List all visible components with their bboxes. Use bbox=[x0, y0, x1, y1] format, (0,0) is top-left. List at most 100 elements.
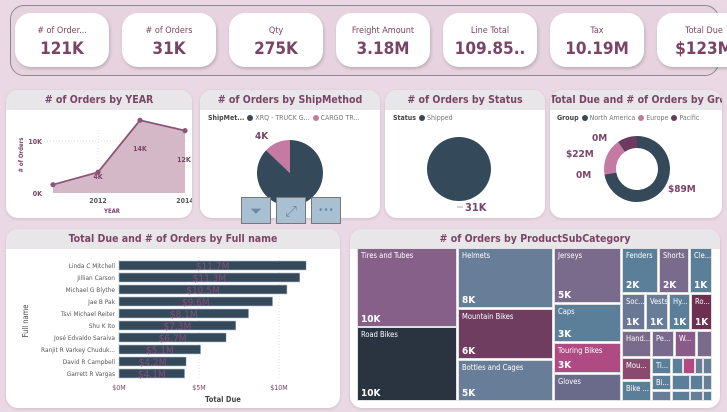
legend-item[interactable]: Shipped bbox=[427, 114, 453, 122]
bar[interactable] bbox=[118, 308, 249, 319]
treemap-tile-small[interactable] bbox=[672, 375, 690, 390]
orders-by-year-panel[interactable]: # of Orders by YEAR 4K 14K 12K 0K 10K 2012 201… bbox=[6, 90, 192, 218]
tile-value: 3K bbox=[558, 329, 572, 340]
legend-dot bbox=[638, 115, 645, 121]
treemap-tile[interactable]: Pe... bbox=[652, 331, 674, 357]
tile-label: Bi... bbox=[656, 378, 669, 387]
bar[interactable] bbox=[118, 284, 288, 295]
pie-slice-cargo[interactable] bbox=[266, 140, 290, 173]
kpi-card[interactable]: Total Due $123M bbox=[657, 13, 727, 67]
kpi-value: 275K bbox=[254, 39, 298, 59]
data-label: $8.1M bbox=[170, 310, 198, 321]
treemap-tile[interactable]: Caps 3K bbox=[554, 304, 621, 342]
tile-label: Road Bikes bbox=[361, 330, 398, 339]
legend-item[interactable]: Europe bbox=[646, 114, 669, 122]
treemap-tile-small[interactable] bbox=[703, 391, 712, 401]
tile-value: 2K bbox=[663, 280, 677, 291]
legend-item[interactable]: CARGO TR... bbox=[320, 114, 360, 122]
tile-label: Gloves bbox=[558, 377, 581, 386]
treemap-tile[interactable]: W... bbox=[675, 331, 696, 357]
kpi-card[interactable]: Tax 10.19M bbox=[550, 13, 644, 67]
bar[interactable] bbox=[118, 272, 301, 283]
treemap-tile-small[interactable] bbox=[672, 391, 690, 401]
bar[interactable] bbox=[118, 356, 187, 367]
donut-slice-pacific[interactable] bbox=[618, 136, 637, 152]
orders-by-subcategory-panel[interactable]: # of Orders by ProductSubCategory Tires … bbox=[350, 229, 720, 408]
treemap-tile-small[interactable] bbox=[690, 391, 703, 401]
panel-title: # of Orders by ProductSubCategory bbox=[350, 229, 720, 249]
data-label: $4.1M bbox=[138, 370, 166, 381]
data-point[interactable] bbox=[137, 117, 143, 123]
treemap-tile[interactable]: Cle... 1K bbox=[690, 248, 712, 293]
legend-dot bbox=[247, 115, 254, 121]
bar[interactable] bbox=[118, 332, 227, 343]
tile-label: Hy... bbox=[673, 297, 688, 306]
treemap-tile-small[interactable] bbox=[652, 391, 671, 401]
kpi-card[interactable]: Freight Amount 3.18M bbox=[336, 13, 430, 67]
treemap-tile[interactable]: Fenders 2K bbox=[622, 248, 658, 293]
treemap-tile[interactable]: Jerseys 5K bbox=[554, 248, 621, 303]
kpi-card[interactable]: Qty 275K bbox=[229, 13, 323, 67]
treemap-tile[interactable]: Tires and Tubes 10K bbox=[357, 248, 457, 327]
tile-label: Bottles and Cages bbox=[462, 363, 524, 372]
more-options-button[interactable]: ••• bbox=[311, 197, 341, 224]
totaldue-by-fullname-panel[interactable]: Total Due and # of Orders by Full name $… bbox=[6, 229, 340, 408]
treemap-tile[interactable]: Vests 1K bbox=[646, 294, 668, 330]
treemap-tile-small[interactable] bbox=[683, 358, 695, 374]
donut-slice-north-america[interactable] bbox=[604, 136, 670, 202]
category-label: Jae B Pak bbox=[87, 298, 115, 306]
data-point[interactable] bbox=[182, 128, 188, 134]
donut-slice-europe[interactable] bbox=[604, 142, 625, 175]
kpi-card[interactable]: # of Order... 121K bbox=[15, 13, 109, 67]
bar[interactable] bbox=[118, 320, 237, 331]
treemap-tile[interactable]: Bottles and Cages 5K bbox=[458, 360, 553, 401]
legend-item[interactable]: XRQ - TRUCK G... bbox=[255, 114, 310, 122]
tile-label: Bike ... bbox=[626, 384, 649, 393]
treemap-tile[interactable] bbox=[697, 331, 712, 357]
treemap-tile-small[interactable] bbox=[672, 358, 683, 374]
treemap-tile[interactable]: Road Bikes 10K bbox=[357, 327, 457, 401]
totaldue-by-group-panel[interactable]: Total Due and # of Orders by Group Group… bbox=[550, 90, 722, 218]
focus-mode-button[interactable]: ⤢ bbox=[276, 197, 306, 224]
treemap-tile[interactable]: Ro... 1K bbox=[691, 294, 712, 330]
treemap-tile[interactable]: Ti... bbox=[652, 358, 671, 374]
bar[interactable] bbox=[118, 296, 273, 307]
data-point[interactable] bbox=[95, 169, 101, 175]
treemap-tile[interactable]: Bike ... bbox=[622, 381, 651, 401]
legend-item[interactable]: Pacific bbox=[679, 114, 700, 122]
bar[interactable] bbox=[118, 260, 307, 271]
treemap-tile[interactable]: Mou... bbox=[622, 358, 651, 380]
treemap-tile-small[interactable] bbox=[703, 358, 712, 374]
treemap-tile[interactable]: Soc... 1K bbox=[622, 294, 645, 330]
kpi-label: Qty bbox=[268, 26, 284, 36]
legend-title: ShipMet... bbox=[208, 114, 245, 122]
data-point[interactable] bbox=[50, 182, 56, 188]
kpi-card[interactable]: Line Total 109.85.. bbox=[443, 13, 537, 67]
data-label: 0M bbox=[576, 170, 591, 181]
bar[interactable] bbox=[118, 344, 201, 355]
pie-slice-shipped[interactable] bbox=[427, 137, 491, 201]
treemap-tile[interactable]: Helmets 8K bbox=[458, 248, 553, 308]
tile-value: 8K bbox=[462, 295, 476, 306]
treemap-tile-small[interactable] bbox=[695, 358, 703, 374]
orders-by-status-panel[interactable]: # of Orders by Status Status Shipped 31K bbox=[385, 90, 545, 218]
orders-by-shipmethod-panel[interactable]: # of Orders by ShipMethod ShipMet... XRQ … bbox=[200, 90, 380, 218]
group-donut-chart: 0M $22M 0M $89M bbox=[566, 133, 696, 202]
treemap-tile-small[interactable] bbox=[690, 375, 703, 390]
bar[interactable] bbox=[118, 368, 185, 379]
treemap-tile[interactable]: Bi... bbox=[652, 375, 671, 390]
treemap-tile[interactable]: Shorts 2K bbox=[659, 248, 689, 293]
treemap-tile[interactable]: Hand... bbox=[622, 331, 651, 357]
y-tick-label: 0K bbox=[33, 190, 43, 198]
filter-button[interactable]: ⏷ bbox=[241, 197, 271, 224]
x-axis-title: Total Due bbox=[205, 395, 241, 404]
treemap-tile[interactable]: Hy... 1K bbox=[669, 294, 690, 330]
kpi-card[interactable]: # of Orders 31K bbox=[122, 13, 216, 67]
treemap-tile-small[interactable] bbox=[703, 375, 712, 390]
treemap-tile[interactable]: Touring Bikes 3K bbox=[554, 343, 621, 373]
category-label: Michael G Blythe bbox=[66, 286, 116, 294]
legend-title: Status bbox=[393, 114, 417, 122]
treemap-tile[interactable]: Mountain Bikes 6K bbox=[458, 309, 553, 359]
treemap-tile[interactable]: Gloves bbox=[554, 374, 621, 401]
legend-item[interactable]: North America bbox=[589, 114, 636, 122]
